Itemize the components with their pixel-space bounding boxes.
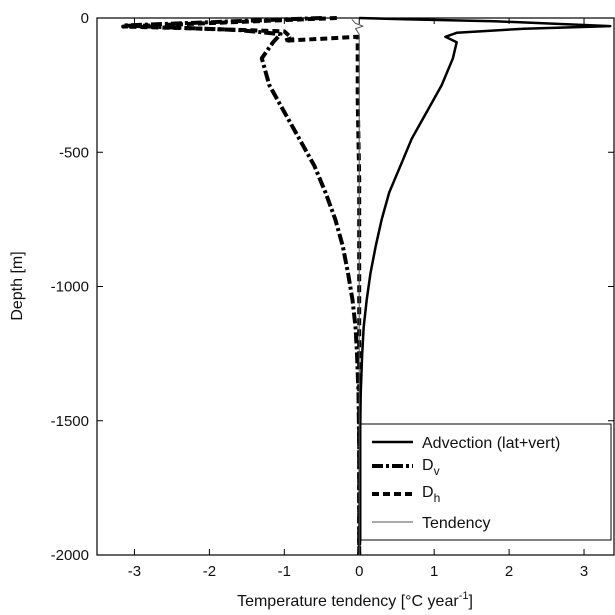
legend-label-dh-main: D <box>422 484 434 501</box>
legend-label-tendency: Tendency <box>422 515 491 532</box>
x-axis-label-main: Temperature tendency [°C year <box>237 593 459 610</box>
legend: Advection (lat+vert) Dv Dh Tendency <box>360 423 612 541</box>
y-tick-label: -500 <box>59 144 89 161</box>
y-tick-label: -1000 <box>51 279 89 296</box>
legend-label-dh: Dh <box>422 484 440 505</box>
y-tick-label: -2000 <box>51 547 89 564</box>
series-line-dv <box>121 16 362 555</box>
series-line-advection <box>357 16 612 556</box>
x-tick-label: -1 <box>278 563 291 580</box>
y-tick-label: 0 <box>81 10 89 27</box>
y-axis-label: Depth [m] <box>9 251 26 320</box>
x-tick-label: -2 <box>203 563 216 580</box>
legend-label-dh-sub: h <box>434 491 441 505</box>
x-tick-label: -3 <box>128 563 141 580</box>
legend-label-dv-main: D <box>422 457 434 474</box>
series-layer <box>121 16 612 556</box>
series-line-tendency <box>351 18 364 555</box>
x-tick-label: 1 <box>430 563 438 580</box>
x-axis-label-sup: -1 <box>459 590 469 602</box>
x-axis-label-suffix: ] <box>468 593 472 610</box>
x-tick-label: 2 <box>505 563 513 580</box>
legend-label-dv: Dv <box>422 457 440 478</box>
axis-ticks: -3 -2 -1 0 1 2 3 0 -500 -1000 -1500 -2000 <box>51 10 614 580</box>
x-axis-label: Temperature tendency [°C year-1] <box>237 590 473 610</box>
y-tick-label: -1500 <box>51 413 89 430</box>
legend-label-dv-sub: v <box>434 464 440 478</box>
x-tick-label: 0 <box>355 563 363 580</box>
legend-label-advection: Advection (lat+vert) <box>422 435 560 452</box>
legend-box <box>360 423 612 541</box>
x-tick-label: 3 <box>580 563 588 580</box>
